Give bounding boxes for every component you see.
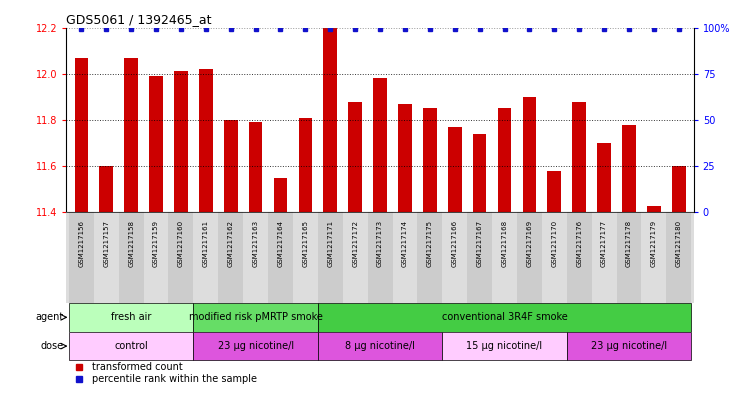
Bar [100, 166, 113, 213]
Text: GSM1217163: GSM1217163 [252, 220, 258, 267]
Bar [69, 332, 193, 360]
Text: GSM1217166: GSM1217166 [452, 220, 458, 267]
Bar [193, 303, 318, 332]
Bar [641, 213, 666, 303]
Text: GSM1217178: GSM1217178 [626, 220, 632, 267]
Bar [592, 213, 616, 303]
Bar [666, 213, 692, 303]
Text: GSM1217156: GSM1217156 [78, 220, 84, 267]
Bar [119, 213, 144, 303]
Bar [517, 213, 542, 303]
Text: GSM1217179: GSM1217179 [651, 220, 657, 267]
Bar [323, 28, 337, 213]
Text: 15 µg nicotine/l: 15 µg nicotine/l [466, 341, 542, 351]
Bar [243, 213, 268, 303]
Text: control: control [114, 341, 148, 351]
Text: GSM1217162: GSM1217162 [228, 220, 234, 267]
Text: modified risk pMRTP smoke: modified risk pMRTP smoke [189, 312, 323, 322]
Bar [342, 213, 368, 303]
Bar [144, 213, 168, 303]
Bar [193, 332, 318, 360]
Text: GSM1217174: GSM1217174 [402, 220, 408, 267]
Text: GSM1217164: GSM1217164 [277, 220, 283, 267]
Text: fresh air: fresh air [111, 312, 151, 322]
Text: GSM1217177: GSM1217177 [601, 220, 607, 267]
Text: GSM1217173: GSM1217173 [377, 220, 383, 267]
Text: 8 µg nicotine/l: 8 µg nicotine/l [345, 341, 415, 351]
Text: GSM1217157: GSM1217157 [103, 220, 109, 267]
Text: conventional 3R4F smoke: conventional 3R4F smoke [441, 312, 568, 322]
Bar [293, 213, 318, 303]
Bar [168, 213, 193, 303]
Bar [567, 213, 592, 303]
Text: agent: agent [35, 312, 64, 322]
Bar [542, 213, 567, 303]
Bar [318, 213, 342, 303]
Bar [249, 122, 263, 213]
Text: percentile rank within the sample: percentile rank within the sample [92, 374, 257, 384]
Bar [523, 97, 537, 213]
Text: GSM1217161: GSM1217161 [203, 220, 209, 267]
Bar [616, 213, 641, 303]
Text: 23 µg nicotine/l: 23 µg nicotine/l [591, 341, 667, 351]
Bar [467, 213, 492, 303]
Bar [672, 166, 686, 213]
Text: GSM1217171: GSM1217171 [327, 220, 334, 267]
Bar [318, 332, 442, 360]
Bar [423, 108, 437, 213]
Bar [497, 108, 511, 213]
Bar [193, 213, 218, 303]
Bar [492, 213, 517, 303]
Text: GSM1217172: GSM1217172 [352, 220, 358, 267]
Text: GSM1217175: GSM1217175 [427, 220, 433, 267]
Text: dose: dose [41, 341, 64, 351]
Text: 23 µg nicotine/l: 23 µg nicotine/l [218, 341, 294, 351]
Text: GSM1217176: GSM1217176 [576, 220, 582, 267]
Text: GSM1217160: GSM1217160 [178, 220, 184, 267]
Bar [69, 303, 193, 332]
Text: GSM1217169: GSM1217169 [526, 220, 532, 267]
Text: GSM1217170: GSM1217170 [551, 220, 557, 267]
Bar [373, 78, 387, 213]
Text: GSM1217165: GSM1217165 [303, 220, 308, 267]
Bar [647, 206, 661, 213]
Bar [199, 69, 213, 213]
Text: GSM1217180: GSM1217180 [676, 220, 682, 267]
Text: transformed count: transformed count [92, 362, 182, 372]
Bar [69, 213, 94, 303]
Bar [442, 332, 567, 360]
Bar [597, 143, 611, 213]
Bar [268, 213, 293, 303]
Bar [473, 134, 486, 213]
Bar [348, 101, 362, 213]
Bar [622, 125, 636, 213]
Bar [274, 178, 287, 213]
Bar [94, 213, 119, 303]
Bar [398, 104, 412, 213]
Bar [548, 171, 561, 213]
Text: GDS5061 / 1392465_at: GDS5061 / 1392465_at [66, 13, 212, 26]
Bar [573, 101, 586, 213]
Bar [218, 213, 243, 303]
Bar [75, 57, 89, 213]
Bar [393, 213, 418, 303]
Bar [299, 118, 312, 213]
Bar [124, 57, 138, 213]
Bar [318, 303, 692, 332]
Text: GSM1217168: GSM1217168 [502, 220, 508, 267]
Bar [448, 127, 461, 213]
Text: GSM1217158: GSM1217158 [128, 220, 134, 267]
Bar [149, 76, 163, 213]
Text: GSM1217167: GSM1217167 [477, 220, 483, 267]
Bar [368, 213, 393, 303]
Bar [567, 332, 692, 360]
Bar [224, 120, 238, 213]
Bar [418, 213, 442, 303]
Text: GSM1217159: GSM1217159 [153, 220, 159, 267]
Bar [174, 72, 187, 213]
Bar [442, 213, 467, 303]
